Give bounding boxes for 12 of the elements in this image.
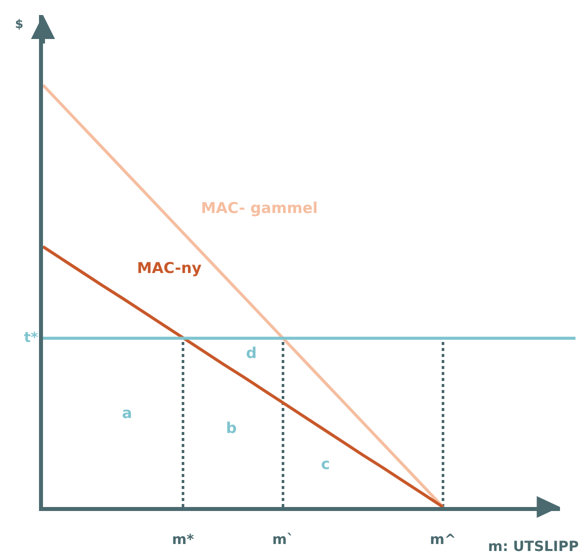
annotation: d	[246, 344, 257, 362]
annotation: a	[122, 404, 132, 422]
y-axis-title: $	[15, 17, 24, 31]
annotation: c	[321, 455, 330, 473]
annotation: b	[226, 419, 237, 437]
ref-line-label: t*	[24, 330, 39, 346]
series-label: MAC- gammel	[201, 199, 318, 217]
x-axis-title: m: UTSLIPP	[488, 539, 579, 555]
x-tick-label: m*	[172, 532, 195, 548]
x-tick-label: m^	[430, 532, 456, 548]
x-tick-label: m`	[272, 532, 294, 548]
series-label: MAC-ny	[137, 259, 202, 277]
